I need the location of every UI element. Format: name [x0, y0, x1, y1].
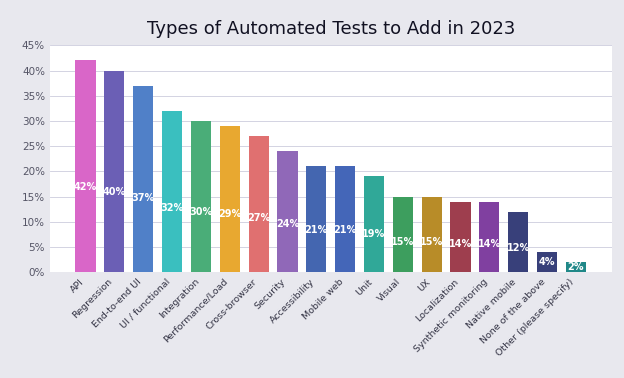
Text: 4%: 4% [539, 257, 555, 267]
Text: 42%: 42% [74, 183, 97, 192]
Text: 14%: 14% [478, 239, 501, 249]
Text: 19%: 19% [363, 229, 386, 239]
Text: 2%: 2% [568, 262, 584, 272]
Text: 21%: 21% [305, 225, 328, 235]
Bar [479, 201, 499, 272]
Bar [364, 177, 384, 272]
Bar [537, 252, 557, 272]
Text: 37%: 37% [132, 192, 155, 203]
Bar [104, 71, 124, 272]
Bar [76, 60, 95, 272]
Text: 24%: 24% [276, 219, 299, 229]
Text: 15%: 15% [391, 237, 414, 247]
Bar [392, 197, 413, 272]
Text: 40%: 40% [103, 186, 126, 197]
Text: 15%: 15% [420, 237, 443, 247]
Bar [451, 201, 470, 272]
Text: 30%: 30% [189, 207, 213, 217]
Bar [422, 197, 442, 272]
Bar [566, 262, 586, 272]
Text: 14%: 14% [449, 239, 472, 249]
Bar [133, 86, 154, 272]
Text: 12%: 12% [507, 243, 530, 253]
Bar [508, 212, 529, 272]
Text: 27%: 27% [247, 213, 270, 223]
Title: Types of Automated Tests to Add in 2023: Types of Automated Tests to Add in 2023 [147, 20, 515, 38]
Bar [248, 136, 269, 272]
Bar [191, 121, 211, 272]
Text: 29%: 29% [218, 209, 241, 219]
Text: 21%: 21% [333, 225, 357, 235]
Bar [335, 166, 355, 272]
Bar [220, 126, 240, 272]
Bar [277, 151, 298, 272]
Text: 32%: 32% [160, 203, 183, 213]
Bar [306, 166, 326, 272]
Bar [162, 111, 182, 272]
